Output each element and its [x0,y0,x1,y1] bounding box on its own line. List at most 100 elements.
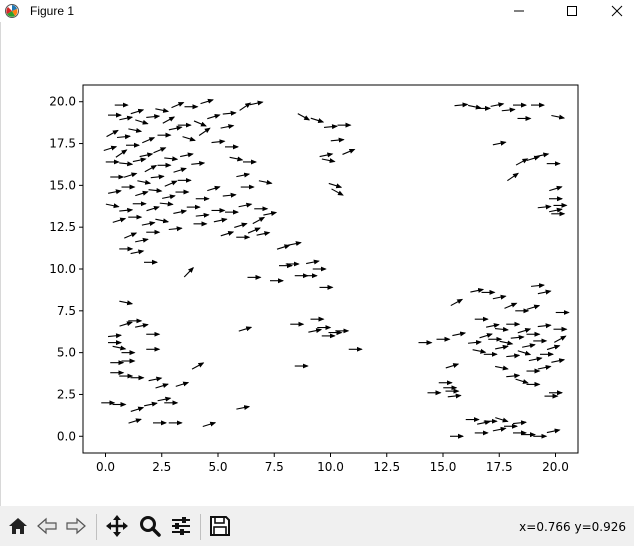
quiver-arrow [130,406,145,412]
quiver-arrow [450,298,464,307]
x-axis: 0.0 2.5 5.0 7.5 10.0 12.5 15.0 17.5 20.0 [96,453,569,474]
quiver-arrow [202,421,217,428]
arrow-layer [101,98,570,439]
maximize-button[interactable] [549,0,595,22]
zoom-button[interactable] [136,514,164,542]
quiver-arrow [515,378,529,384]
quiver-arrow [135,190,149,197]
quiver-arrow [517,328,532,334]
quiver-arrow [234,222,248,228]
x-tick-label: 0.0 [96,460,115,474]
quiver-arrow [173,209,188,215]
quiver-arrow [310,117,325,123]
back-arrow-icon [36,515,58,541]
quiver-arrow [494,326,509,332]
quiver-arrow [470,287,485,293]
quiver-arrow [116,134,131,140]
quiver-arrow [468,104,482,110]
quiver-arrow [148,376,163,382]
quiver-arrow [162,116,176,124]
quiver-arrow [157,396,172,402]
quiver-arrow [130,108,145,115]
quiver-arrow [112,345,127,351]
forward-arrow-icon [65,515,87,541]
quiver-arrow [306,259,320,265]
quiver-arrow [222,192,237,198]
quiver-arrow [236,405,251,410]
quiver-arrow [288,241,302,247]
quiver-arrow [467,339,482,345]
quiver-arrow [537,323,552,329]
quiver-arrow [537,204,552,210]
pan-button[interactable] [103,514,131,542]
quiver-arrow [119,321,133,327]
home-button[interactable] [4,514,32,542]
quiver-arrow [200,98,214,105]
quiver-arrow [128,128,143,133]
home-icon [7,515,29,541]
quiver-arrow [495,344,509,350]
quiver-arrow [499,340,514,346]
maximize-icon [566,2,578,21]
configure-subplots-button[interactable] [167,514,195,542]
quiver-arrow [331,188,344,196]
x-tick-label: 7.5 [265,460,284,474]
cursor-coordinates: x=0.766 y=0.926 [519,520,626,534]
quiver-arrow [495,417,509,423]
quiver-arrow [220,231,235,237]
quiver-arrow [213,217,228,223]
y-tick-label: 7.5 [57,304,76,318]
quiver-arrow [105,203,120,209]
quiver-arrow [490,102,505,108]
quiver-arrow [554,335,567,343]
quiver-arrow [507,172,519,182]
figure-canvas[interactable]: 0.0 2.5 5.0 7.5 10.0 12.5 15.0 17.5 20.0 0.0 2.5 5… [0,22,634,506]
minimize-button[interactable] [496,0,542,22]
toolbar-separator [200,514,201,540]
title-bar: Figure 1 [0,0,634,22]
quiver-arrow [537,364,552,370]
quiver-plot[interactable]: 0.0 2.5 5.0 7.5 10.0 12.5 15.0 17.5 20.0 0.0 2.5 5… [1,22,634,506]
forward-button[interactable] [62,514,90,542]
quiver-arrow [342,148,356,155]
quiver-arrow [239,102,252,111]
quiver-arrow [142,137,156,144]
floppy-disk-icon [209,515,231,541]
quiver-arrow [119,207,134,213]
quiver-arrow [512,420,527,426]
quiver-arrow [258,179,273,185]
quiver-arrow [445,363,460,369]
quiver-arrow [238,202,253,208]
quiver-arrow [549,185,563,192]
quiver-arrow [477,420,491,426]
quiver-arrow [182,136,196,142]
quiver-arrow [137,179,152,185]
quiver-arrow [238,326,253,332]
quiver-arrow [135,119,149,125]
y-tick-label: 17.5 [49,137,76,151]
quiver-arrow [168,125,183,131]
quiver-arrow [308,328,323,334]
quiver-arrow [222,110,237,116]
quiver-arrow [207,113,221,120]
quiver-arrow [164,180,178,187]
x-tick-label: 15.0 [430,460,457,474]
close-button[interactable] [594,0,634,22]
back-button[interactable] [33,514,61,542]
x-tick-label: 12.5 [373,460,400,474]
save-button[interactable] [206,514,234,542]
quiver-arrow [123,172,138,178]
quiver-arrow [506,353,521,359]
quiver-arrow [452,331,467,337]
quiver-arrow [103,145,118,152]
y-tick-label: 2.5 [57,387,76,401]
quiver-arrow [108,189,122,195]
quiver-arrow [492,294,507,300]
move-icon [105,514,129,542]
quiver-arrow [141,221,156,226]
y-tick-label: 20.0 [49,95,76,109]
quiver-arrow [107,333,122,339]
quiver-arrow [276,244,291,250]
quiver-arrow [506,373,521,379]
toolbar-separator [96,514,97,540]
